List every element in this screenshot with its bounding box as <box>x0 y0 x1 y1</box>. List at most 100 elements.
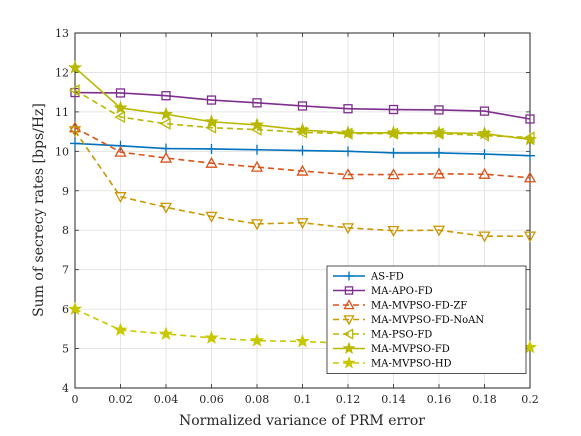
legend-entry: MA-MVPSO-FD <box>333 341 450 355</box>
marker-square <box>434 105 444 115</box>
y-tick-label: 4 <box>62 382 69 395</box>
marker-star <box>431 125 447 139</box>
x-tick-label: 0.1 <box>294 393 312 406</box>
marker-star <box>158 326 174 340</box>
marker-star <box>204 114 219 128</box>
series-line <box>74 91 531 120</box>
y-tick-label: 7 <box>62 264 69 277</box>
marker-triangle-up <box>387 168 400 180</box>
marker-triangle-down <box>159 202 173 214</box>
marker-triangle-left <box>159 117 171 130</box>
marker-plus <box>388 147 399 158</box>
marker-square <box>206 95 217 105</box>
legend: AS-FD MA-APO-FD MA-MVPSO-FD-ZF MA-MVPSO-FD-… <box>326 265 527 374</box>
series-ma-mvpso-fd-noan <box>68 126 537 243</box>
marker-star <box>342 341 356 355</box>
legend-entry: MA-PSO-FD <box>333 328 432 341</box>
marker-square <box>297 101 308 111</box>
marker-triangle-up <box>250 160 264 172</box>
legend-label: MA-APO-FD <box>371 286 433 297</box>
marker-triangle-up <box>205 156 218 168</box>
marker-plus <box>434 147 444 158</box>
marker-triangle-up <box>159 151 173 163</box>
marker-plus <box>479 149 490 160</box>
legend-label: MA-MVPSO-FD-ZF <box>371 301 467 312</box>
series-line <box>74 126 531 179</box>
marker-triangle-down <box>523 231 537 243</box>
legend-entry: MA-APO-FD <box>333 286 433 297</box>
marker-triangle-down <box>341 223 355 235</box>
marker-square <box>161 91 171 101</box>
marker-star <box>67 60 83 74</box>
marker-triangle-down <box>432 225 446 237</box>
y-tick-label: 13 <box>55 27 69 40</box>
marker-triangle-up <box>114 145 127 157</box>
marker-triangle-down <box>205 211 218 223</box>
x-tick-label: 0.16 <box>427 393 452 406</box>
y-tick-label: 10 <box>55 145 69 158</box>
marker-plus <box>344 271 354 281</box>
marker-square <box>344 286 354 295</box>
legend-label: MA-MVPSO-FD-NoAN <box>371 315 484 326</box>
x-tick-label: 0.08 <box>245 393 270 406</box>
y-tick-label: 12 <box>55 66 69 79</box>
series-group <box>67 60 538 354</box>
marker-star <box>249 117 265 131</box>
marker-square <box>115 88 126 98</box>
series-ma-mvpso-fd-zf <box>68 121 537 183</box>
marker-triangle-down <box>343 315 355 326</box>
marker-square <box>388 104 399 115</box>
marker-star <box>522 132 538 146</box>
marker-triangle-up <box>478 167 491 179</box>
x-tick-label: 0.14 <box>381 393 406 406</box>
y-tick-label: 9 <box>62 185 69 198</box>
legend-entry: MA-MVPSO-HD <box>333 356 452 370</box>
series-ma-mvpso-fd <box>67 60 538 146</box>
series-line <box>74 130 530 237</box>
marker-square <box>525 114 535 124</box>
marker-triangle-up <box>341 168 355 180</box>
y-tick-label: 11 <box>55 106 69 119</box>
marker-triangle-up <box>343 299 355 310</box>
marker-star <box>113 100 128 114</box>
marker-star <box>249 333 265 347</box>
series-ma-apo-fd <box>70 87 535 124</box>
marker-plus <box>297 145 308 156</box>
legend-label: MA-MVPSO-FD <box>371 344 450 355</box>
marker-star <box>204 330 219 344</box>
y-tick-label: 5 <box>62 343 69 356</box>
marker-triangle-left <box>343 328 354 340</box>
marker-star <box>295 122 310 137</box>
x-axis-label: Normalized variance of PRM error <box>179 413 425 429</box>
marker-plus <box>525 150 535 161</box>
marker-triangle-up <box>523 171 537 183</box>
marker-triangle-down <box>114 192 127 204</box>
marker-triangle-down <box>478 231 491 243</box>
y-axis-label: Sum of secrecy rates [bps/Hz] <box>31 103 47 317</box>
x-tick-label: 0.06 <box>199 393 224 406</box>
marker-star <box>340 125 356 139</box>
y-tick-label: 6 <box>62 303 69 316</box>
marker-triangle-down <box>68 126 82 138</box>
marker-square <box>252 98 262 108</box>
marker-triangle-down <box>250 219 264 231</box>
legend-entry: AS-FD <box>333 271 404 283</box>
x-tick-label: 0.2 <box>521 393 539 406</box>
marker-star <box>295 334 310 348</box>
x-tick-label: 0.12 <box>336 393 361 406</box>
axis-ticks: 0 0.02 0.04 0.06 0.08 0.1 0.12 0.14 0.16 0.18 0.2 4… <box>55 27 539 406</box>
marker-plus <box>206 143 217 154</box>
legend-box <box>326 265 527 374</box>
marker-star <box>158 106 174 121</box>
legend-label: AS-FD <box>370 272 404 283</box>
marker-triangle-up <box>296 164 309 176</box>
marker-triangle-left <box>68 84 80 97</box>
marker-star <box>67 301 83 316</box>
x-tick-label: 0.04 <box>154 393 179 406</box>
marker-plus <box>252 144 262 155</box>
marker-square <box>479 106 490 116</box>
legend-entry: MA-MVPSO-FD-NoAN <box>333 315 484 326</box>
marker-star <box>477 126 492 140</box>
marker-plus <box>70 138 80 149</box>
marker-triangle-down <box>387 225 400 237</box>
